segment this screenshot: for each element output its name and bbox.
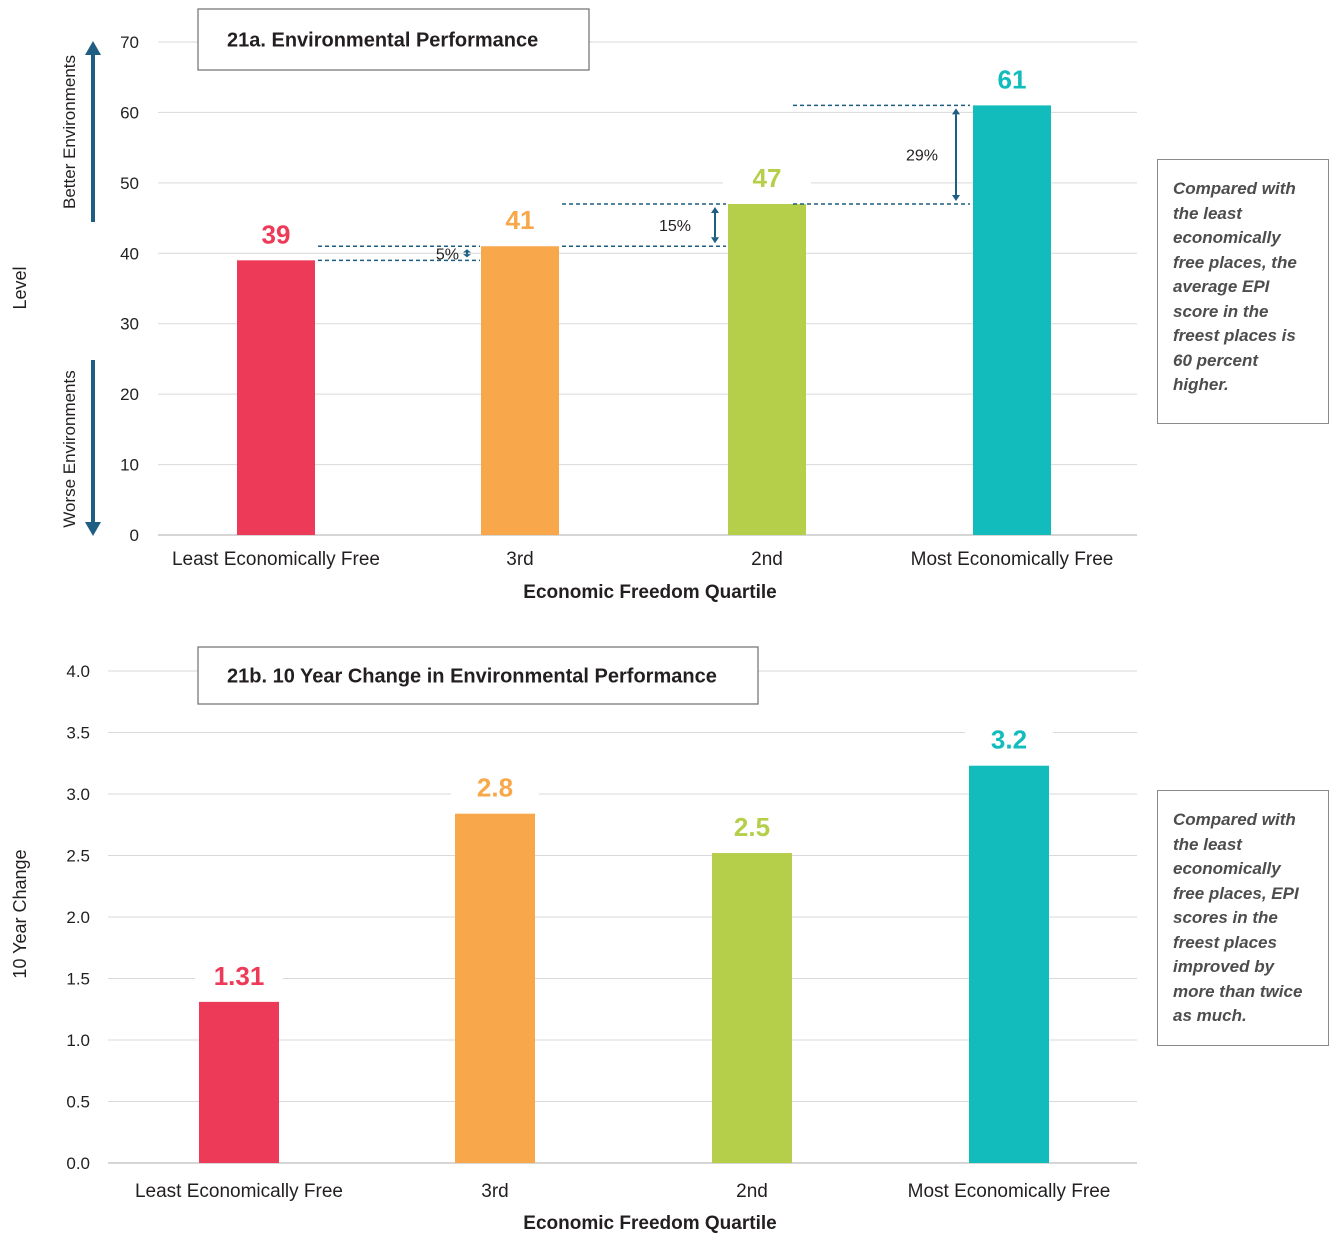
y-tick-label: 0.5 [66, 1093, 90, 1112]
data-label-background [968, 61, 1056, 96]
bar-least-economically-free [237, 260, 315, 535]
chart-title-box [197, 8, 590, 71]
y-tick-label: 4.0 [66, 662, 90, 681]
category-label-3rd: 3rd [506, 549, 533, 570]
y-axis-title: 10 Year Change [10, 849, 30, 978]
category-label-most-economically-free: Most Economically Free [908, 1181, 1111, 1202]
better-environments-label: Better Environments [60, 55, 79, 209]
double-arrow-icon [463, 254, 471, 258]
y-tick-label: 30 [120, 315, 139, 334]
data-label-2nd: 2.5 [734, 812, 770, 842]
bar-least-economically-free [199, 1001, 279, 1163]
data-label-most-economically-free: 61 [998, 64, 1027, 94]
down-arrow-icon [85, 522, 101, 536]
bar-most-economically-free [969, 765, 1049, 1163]
bar-3rd [455, 813, 535, 1163]
y-tick-label: 20 [120, 385, 139, 404]
category-label-2nd: 2nd [751, 549, 783, 570]
y-tick-label: 2.0 [66, 908, 90, 927]
y-tick-label: 60 [120, 103, 139, 122]
double-arrow-icon [952, 108, 960, 115]
bar-most-economically-free [973, 105, 1051, 535]
bar-2nd [728, 203, 806, 535]
callout-note-a: Compared with the least economically fre… [1157, 159, 1329, 424]
data-label-background [476, 202, 564, 237]
data-label-3rd: 41 [506, 205, 535, 235]
category-label-most-economically-free: Most Economically Free [911, 549, 1114, 570]
category-label-3rd: 3rd [481, 1181, 508, 1202]
x-axis-title: Economic Freedom Quartile [523, 1213, 776, 1234]
category-label-least-economically-free: Least Economically Free [135, 1181, 343, 1202]
double-arrow-icon [952, 194, 960, 201]
gap-percent-label: 5% [436, 246, 459, 263]
y-tick-label: 70 [120, 33, 139, 52]
y-tick-label: 3.5 [66, 724, 90, 743]
chart-title: 21a. Environmental Performance [227, 30, 538, 52]
y-tick-label: 1.0 [66, 1031, 90, 1050]
bar-3rd [481, 246, 559, 535]
y-tick-label: 1.5 [66, 970, 90, 989]
data-label-background [708, 809, 796, 844]
data-label-2nd: 47 [753, 163, 782, 193]
category-label-2nd: 2nd [736, 1181, 768, 1202]
worse-environments-label: Worse Environments [60, 370, 79, 527]
data-label-background [965, 721, 1053, 756]
x-axis-title: Economic Freedom Quartile [523, 582, 776, 603]
y-axis-title: Level [10, 266, 30, 309]
data-label-background [195, 957, 283, 992]
data-label-most-economically-free: 3.2 [991, 725, 1027, 755]
y-tick-label: 3.0 [66, 785, 90, 804]
y-tick-label: 2.5 [66, 847, 90, 866]
chart-title-box [197, 646, 759, 705]
up-arrow-icon [85, 41, 101, 55]
chart-environmental-performance: 0 10 20 30 40 50 60 70 39 Least Economically Free… [10, 8, 1137, 603]
y-tick-label: 0 [130, 526, 139, 545]
data-label-3rd: 2.8 [477, 773, 513, 803]
gap-percent-label: 15% [659, 218, 691, 235]
double-arrow-icon [711, 237, 719, 244]
data-label-background [451, 769, 539, 804]
data-label-background [232, 216, 320, 251]
data-label-least-economically-free: 1.31 [214, 961, 265, 991]
data-label-background [723, 159, 811, 194]
y-tick-label: 0.0 [66, 1154, 90, 1173]
category-label-least-economically-free: Least Economically Free [172, 549, 380, 570]
chart-title: 21b. 10 Year Change in Environmental Per… [227, 666, 717, 688]
bar-2nd [712, 853, 792, 1163]
double-arrow-icon [711, 206, 719, 213]
data-label-least-economically-free: 39 [262, 219, 291, 249]
y-tick-label: 40 [120, 244, 139, 263]
y-tick-label: 10 [120, 456, 139, 475]
gap-percent-label: 29% [906, 148, 938, 165]
double-arrow-icon [463, 249, 471, 253]
y-tick-label: 50 [120, 174, 139, 193]
callout-note-b: Compared with the least economically fre… [1157, 790, 1329, 1046]
chart-ten-year-change: 0.0 0.5 1.0 1.5 2.0 2.5 3.0 3.5 4.0 1.31 Least Eco… [10, 646, 1137, 1234]
